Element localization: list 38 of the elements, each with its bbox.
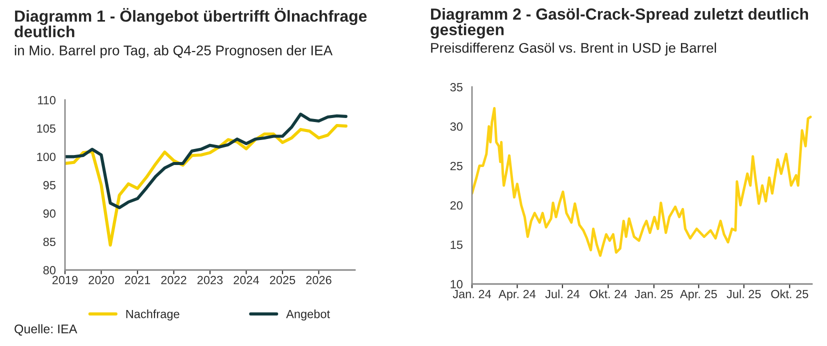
x-tick-label: 2026 (306, 276, 332, 284)
x-tick-label: Okt. 25 (771, 290, 808, 298)
x-tick-label: 2019 (52, 276, 78, 284)
line-series (472, 107, 812, 257)
y-tick-label: 35 (450, 83, 462, 92)
chart-subtitle: in Mio. Barrel pro Tag, ab Q4-25 Prognosen der IEA (14, 45, 333, 58)
legend-label: Angebot (286, 310, 330, 321)
x-tick-label: 2020 (88, 276, 114, 284)
y-tick-label: 30 (450, 122, 463, 131)
y-tick-label: 80 (43, 266, 56, 274)
x-tick-label: Jul. 24 (545, 290, 580, 298)
x-tick-label: 2025 (270, 276, 296, 284)
y-tick-label: 10 (450, 280, 463, 288)
x-tick-label: 2024 (234, 276, 260, 284)
x-tick-label: Jan. 24 (452, 290, 492, 298)
y-tick-label: 100 (37, 152, 56, 162)
y-tick-label: 105 (37, 124, 56, 133)
x-tick-label: 2022 (161, 276, 186, 284)
x-tick-label: 2023 (197, 276, 223, 284)
y-tick-label: 95 (43, 181, 56, 190)
source-note: Quelle: IEA (14, 324, 78, 336)
y-tick-label: 25 (450, 162, 462, 170)
legend-label: Nachfrage (126, 310, 180, 321)
x-tick-label: 2021 (124, 276, 150, 284)
chart-subtitle: Preisdifferenz Gasöl vs. Brent in USD je Barrel (431, 42, 716, 56)
y-tick-label: 15 (450, 240, 462, 249)
x-tick-label: Jul. 25 (726, 290, 761, 298)
y-tick-label: 85 (43, 238, 56, 246)
chart-title: Diagramm 1 - Ölangebot übertrifft Ölnachfrage deutlich (14, 8, 367, 38)
chart-title: Diagramm 2 - Gasöl-Crack-Spread zuletzt deutlich gestiegen (430, 8, 808, 38)
y-tick-label: 20 (450, 201, 463, 210)
line-series (65, 112, 348, 210)
x-tick-label: Apr. 25 (680, 290, 717, 301)
y-tick-label: 110 (38, 96, 56, 104)
y-tick-label: 90 (43, 209, 56, 218)
x-tick-label: Jan. 25 (634, 290, 673, 298)
x-tick-label: Apr. 24 (498, 290, 536, 301)
x-tick-label: Okt. 24 (590, 290, 627, 298)
